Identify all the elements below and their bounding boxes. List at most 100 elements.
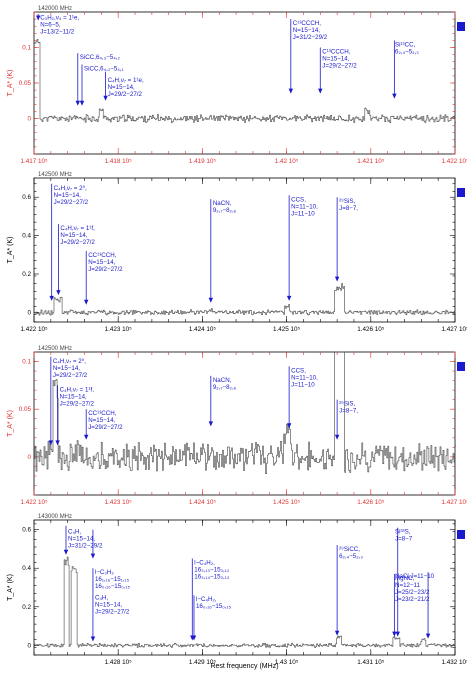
- line-annotation: C¹³CCCH,: [322, 49, 350, 56]
- x-tick-label: 1.432 10⁵: [441, 659, 467, 666]
- line-annotation: C¹³CCCH,: [293, 20, 321, 27]
- line-annotation: N=6−5,: [40, 21, 61, 28]
- x-tick-label: 1.419 10⁵: [189, 158, 217, 165]
- arrow-head: [90, 553, 96, 559]
- line-annotation: C₄H,ν₇ = 1¹f,: [60, 225, 95, 232]
- line-annotation: N=15−14,: [95, 601, 122, 608]
- line-annotation: N=15−14,: [68, 536, 95, 543]
- arrow-head: [49, 295, 54, 301]
- line-annotation: CCS,: [291, 196, 306, 203]
- arrow-head: [392, 93, 397, 99]
- line-annotation: N=15−14,: [88, 259, 115, 266]
- line-annotation: 16₃,₁₃−15₃,₁₂: [194, 567, 230, 574]
- line-annotation: J=8−7: [395, 536, 413, 543]
- y-tick-label: 0.6: [22, 527, 31, 534]
- line-annotation: ²⁹SiS,: [339, 198, 355, 205]
- arrow-head: [288, 88, 294, 94]
- line-annotation: MgNC,: [395, 575, 415, 582]
- y-tick-label: 0.4: [22, 565, 31, 572]
- x-tick-label: 1.422 10⁵: [20, 326, 48, 333]
- x-tick-label: 1.43 10⁵: [275, 659, 299, 666]
- line-annotation: NaCN,: [213, 377, 232, 384]
- y-tick-label: 0.4: [22, 233, 31, 240]
- line-annotation: SiCC,6₄,₃−5₄,₂: [80, 54, 121, 61]
- panel-marker: [457, 188, 465, 197]
- y-axis-label: T_A* (K): [7, 410, 14, 437]
- line-annotation: N=15−14,: [54, 192, 81, 199]
- panel-frame: [33, 11, 456, 155]
- x-tick-label: 1.428 10⁵: [105, 659, 133, 666]
- line-annotation: 16₀,₁₆−15₀,₁₅: [95, 583, 131, 590]
- line-annotation: N=11−10,: [291, 203, 318, 210]
- line-annotation: J=29/2−27/2: [108, 91, 143, 98]
- line-annotation: N=15−14,: [60, 232, 87, 239]
- x-tick-label: 1.424 10⁵: [189, 499, 217, 506]
- x-tick-label: 1.424 10⁵: [189, 326, 217, 333]
- arrow-head: [84, 299, 89, 305]
- line-annotation: ²⁹SiCC,: [339, 546, 360, 553]
- x-tick-label: 1.426 10⁵: [357, 499, 385, 506]
- line-annotation: J=8−7,: [339, 408, 358, 415]
- panel-marker: [457, 22, 465, 31]
- panel-top-frequency: 142000 MHz: [38, 6, 72, 12]
- line-annotation: C₄H,: [68, 529, 81, 536]
- line-annotation: N=15−14,: [53, 365, 80, 372]
- arrow-head: [286, 423, 292, 429]
- panel-frame: [33, 177, 456, 323]
- x-tick-label: 1.421 10⁵: [357, 158, 385, 165]
- line-annotation: SiCC,6₄,₂−5₄,₁: [84, 66, 124, 73]
- arrow-head: [286, 295, 292, 301]
- y-tick-label: 0: [27, 309, 31, 316]
- line-annotation: C₄H,ν₇ = 1¹f,: [60, 386, 95, 393]
- y-axis-label: T_A* (K): [7, 237, 14, 264]
- line-annotation: 16₃,₁₄−15₃,₁₃: [194, 574, 230, 581]
- line-annotation: NaCl,J=11−10: [395, 573, 435, 580]
- line-annotation: l−C₄H₂,: [194, 560, 215, 567]
- arrow-head: [392, 631, 397, 637]
- line-annotation: l−C₄H₂,: [196, 596, 217, 603]
- panel-top-frequency: 143000 MHz: [38, 514, 72, 520]
- x-tick-label: 1.427 10⁵: [441, 499, 467, 506]
- spectrum-trace: [34, 283, 456, 316]
- line-annotation: 9₂,₇−8₂,₆: [213, 384, 237, 391]
- x-tick-label: 1.429 10⁵: [189, 659, 217, 666]
- line-annotation: J=29/2−27/2: [88, 424, 123, 431]
- line-annotation: J=29/2−27/2: [322, 63, 357, 70]
- line-annotation: C₃H₂,ν₄ = 1¹e,: [40, 14, 79, 21]
- y-tick-label: 0.1: [22, 359, 31, 366]
- panel-frame: [33, 351, 456, 496]
- line-annotation: N=11−10,: [291, 374, 318, 381]
- y-tick-label: 0.1: [22, 45, 31, 52]
- arrow-head: [55, 440, 60, 446]
- x-tick-label: 1.423 10⁵: [105, 326, 133, 333]
- x-tick-label: 1.426 10⁵: [357, 326, 385, 333]
- x-tick-label: 1.431 10⁵: [357, 659, 385, 666]
- x-tick-label: 1.417 10⁵: [20, 158, 48, 165]
- line-annotation: J=11−10: [291, 210, 315, 217]
- y-tick-label: 0: [27, 454, 31, 461]
- arrow-head: [334, 276, 340, 282]
- arrow-head: [103, 95, 108, 101]
- x-tick-label: 1.427 10⁵: [441, 326, 467, 333]
- arrow-head: [425, 633, 431, 639]
- y-tick-label: 0: [27, 116, 31, 123]
- arrow-head: [56, 290, 61, 296]
- y-tick-label: 0.6: [22, 194, 31, 201]
- line-annotation: l−C₃H₂: [95, 569, 114, 576]
- y-tick-label: 0.2: [22, 604, 31, 611]
- line-annotation: CCS,: [291, 367, 306, 374]
- arrow-head: [334, 630, 340, 636]
- x-tick-label: 1.422 10⁵: [441, 158, 467, 165]
- line-annotation: N=15−14,: [88, 417, 115, 424]
- arrow-head: [208, 297, 214, 303]
- panel-marker: [457, 362, 465, 371]
- line-annotation: C₄H,: [95, 594, 108, 601]
- x-axis-label: Rest frequency (MHz): [210, 663, 278, 670]
- line-annotation: Si³³S,: [395, 529, 411, 536]
- line-annotation: J=29/2−27/2: [60, 239, 95, 246]
- arrow-head: [75, 100, 80, 106]
- arrow-head: [90, 636, 96, 642]
- line-annotation: N=15−14,: [60, 393, 87, 400]
- line-annotation: N=12−11: [395, 582, 421, 589]
